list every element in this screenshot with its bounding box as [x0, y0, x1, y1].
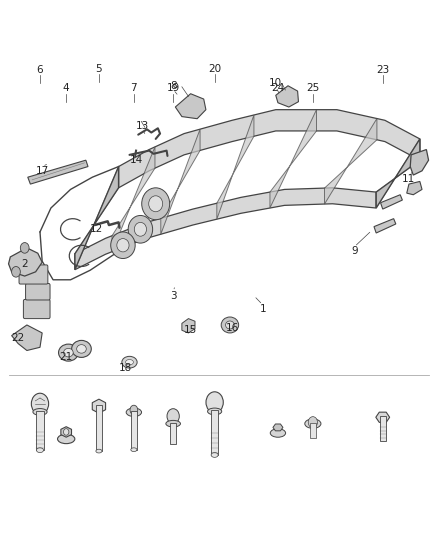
- Polygon shape: [92, 399, 106, 413]
- Polygon shape: [381, 195, 403, 209]
- Ellipse shape: [77, 345, 86, 353]
- Polygon shape: [28, 160, 88, 184]
- Text: 12: 12: [90, 224, 103, 235]
- Ellipse shape: [166, 421, 180, 427]
- Bar: [96, 405, 102, 451]
- Polygon shape: [217, 115, 254, 219]
- Circle shape: [20, 243, 29, 253]
- Text: 4: 4: [63, 83, 70, 93]
- Polygon shape: [75, 166, 119, 270]
- Ellipse shape: [111, 232, 135, 259]
- Circle shape: [167, 409, 179, 424]
- FancyBboxPatch shape: [23, 300, 50, 319]
- Polygon shape: [12, 325, 42, 351]
- Bar: [380, 416, 386, 441]
- Text: 11: 11: [402, 174, 416, 184]
- Polygon shape: [276, 86, 298, 107]
- Ellipse shape: [305, 419, 321, 429]
- Ellipse shape: [72, 341, 91, 358]
- Polygon shape: [273, 424, 283, 431]
- Polygon shape: [376, 139, 420, 208]
- Polygon shape: [175, 94, 206, 119]
- FancyBboxPatch shape: [25, 284, 50, 300]
- Text: 18: 18: [119, 362, 132, 373]
- Text: 15: 15: [184, 325, 197, 335]
- Ellipse shape: [33, 409, 47, 415]
- Polygon shape: [75, 188, 376, 270]
- Ellipse shape: [36, 448, 43, 453]
- Polygon shape: [407, 181, 422, 195]
- Polygon shape: [410, 150, 428, 175]
- Circle shape: [206, 392, 223, 413]
- Ellipse shape: [57, 434, 75, 443]
- Polygon shape: [182, 319, 195, 333]
- Circle shape: [32, 393, 49, 414]
- Text: 3: 3: [170, 290, 177, 301]
- Bar: [211, 410, 218, 455]
- Text: 8: 8: [170, 81, 177, 91]
- Ellipse shape: [126, 408, 141, 416]
- Bar: [131, 411, 137, 450]
- Circle shape: [308, 417, 318, 428]
- Ellipse shape: [122, 357, 137, 368]
- Bar: [170, 423, 176, 444]
- Text: 23: 23: [376, 65, 389, 75]
- Ellipse shape: [128, 215, 152, 243]
- Bar: [36, 411, 43, 450]
- Text: 22: 22: [11, 333, 25, 343]
- Circle shape: [12, 266, 20, 277]
- Text: 13: 13: [136, 120, 149, 131]
- Polygon shape: [9, 248, 42, 276]
- Ellipse shape: [226, 321, 234, 329]
- Text: 17: 17: [35, 166, 49, 176]
- Text: 19: 19: [166, 83, 180, 93]
- Text: 25: 25: [306, 83, 319, 93]
- Text: 2: 2: [21, 259, 28, 269]
- Circle shape: [130, 405, 138, 415]
- Polygon shape: [376, 139, 420, 208]
- Text: 1: 1: [259, 304, 266, 314]
- Ellipse shape: [149, 196, 162, 212]
- Polygon shape: [119, 110, 420, 188]
- Text: 6: 6: [37, 65, 43, 75]
- Text: 7: 7: [131, 83, 137, 93]
- Text: 16: 16: [226, 322, 239, 333]
- Ellipse shape: [270, 429, 286, 437]
- Text: 5: 5: [95, 64, 102, 74]
- Ellipse shape: [211, 453, 218, 457]
- Text: 21: 21: [60, 352, 73, 362]
- Polygon shape: [75, 166, 119, 270]
- Text: 20: 20: [208, 64, 221, 74]
- Polygon shape: [161, 129, 200, 234]
- Ellipse shape: [96, 449, 102, 453]
- Ellipse shape: [126, 360, 134, 365]
- Circle shape: [64, 429, 69, 435]
- Polygon shape: [112, 147, 155, 252]
- Text: 14: 14: [129, 155, 143, 165]
- Bar: [310, 423, 315, 438]
- Text: 24: 24: [271, 83, 285, 93]
- Ellipse shape: [117, 239, 129, 252]
- Polygon shape: [374, 219, 396, 233]
- Ellipse shape: [221, 317, 239, 333]
- Polygon shape: [376, 412, 390, 422]
- Text: 10: 10: [269, 78, 283, 88]
- Polygon shape: [325, 118, 377, 204]
- Polygon shape: [270, 110, 317, 208]
- Text: 9: 9: [351, 246, 358, 255]
- Ellipse shape: [208, 408, 222, 415]
- Ellipse shape: [59, 344, 78, 361]
- Ellipse shape: [64, 349, 73, 357]
- Ellipse shape: [131, 448, 137, 451]
- FancyBboxPatch shape: [19, 265, 48, 284]
- Polygon shape: [61, 427, 71, 437]
- Ellipse shape: [134, 222, 147, 236]
- Ellipse shape: [142, 188, 170, 220]
